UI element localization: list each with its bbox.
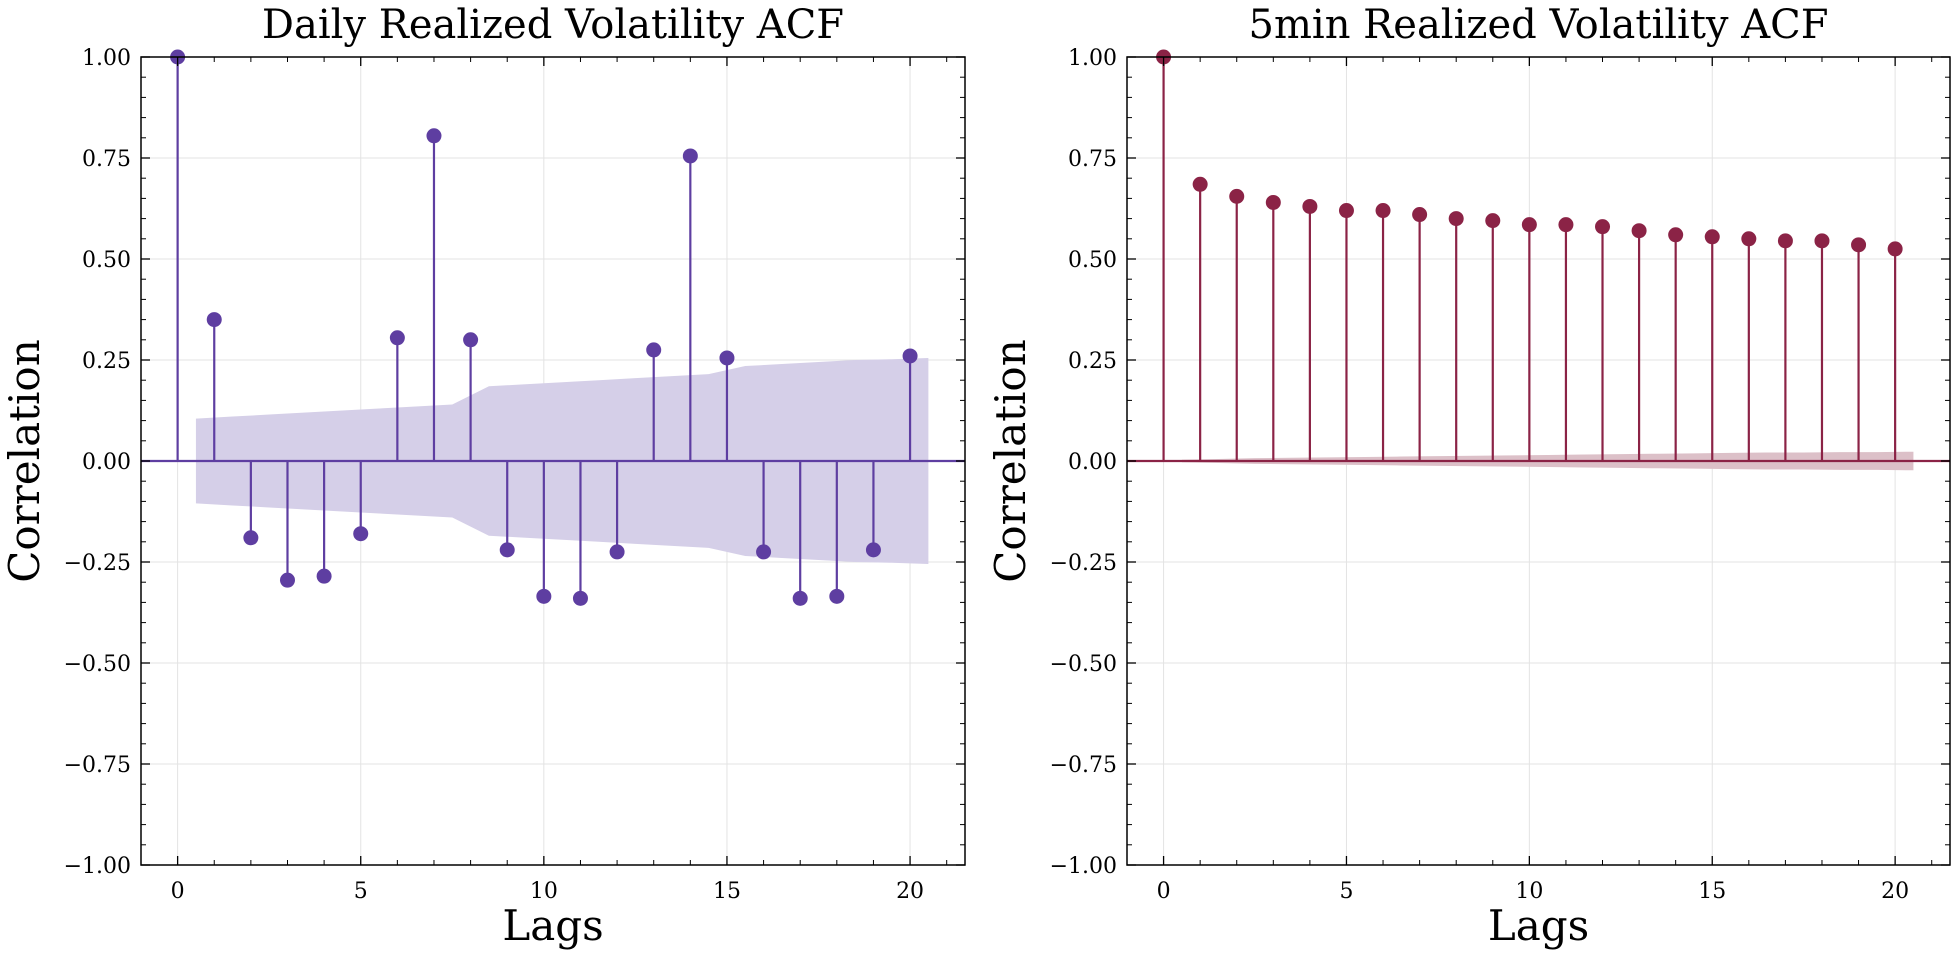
stem-marker xyxy=(206,312,222,328)
y-tick-label: −0.25 xyxy=(1050,551,1117,576)
stem-marker xyxy=(279,572,295,588)
plot-area xyxy=(141,57,965,865)
stem-marker xyxy=(682,148,698,164)
y-tick-label: −0.75 xyxy=(64,753,131,778)
stem-marker xyxy=(426,128,442,144)
plot-area xyxy=(1127,57,1950,865)
stem-marker xyxy=(243,530,259,546)
stem-marker xyxy=(463,332,479,348)
stem-marker xyxy=(1558,217,1574,233)
x-tick-label: 10 xyxy=(1515,879,1543,904)
stem-marker xyxy=(353,526,369,542)
x-tick-label: 15 xyxy=(713,879,741,904)
stem-marker xyxy=(316,568,332,584)
x-tick-label: 15 xyxy=(1698,879,1726,904)
stem-marker xyxy=(389,330,405,346)
y-tick-label: 0.50 xyxy=(1068,248,1117,273)
y-tick-label: 0.75 xyxy=(1068,147,1117,172)
y-tick-label: 0.25 xyxy=(82,349,131,374)
y-tick-label: 0.00 xyxy=(82,450,131,475)
stem-marker xyxy=(1229,188,1245,204)
x-tick-label: 5 xyxy=(354,879,368,904)
y-tick-label: 0.50 xyxy=(82,248,131,273)
stem-marker xyxy=(1448,211,1464,227)
stem-marker xyxy=(1777,233,1793,249)
x-axis-label: Lags xyxy=(502,901,603,950)
x-tick-label: 20 xyxy=(896,879,924,904)
stem-marker xyxy=(902,348,918,364)
stem-marker xyxy=(499,542,515,558)
stem-marker xyxy=(1302,198,1318,214)
stem-marker xyxy=(646,342,662,358)
x-axis-label: Lags xyxy=(1488,901,1589,950)
stem-marker xyxy=(1887,241,1903,257)
stem-marker xyxy=(1192,176,1208,192)
stem-marker xyxy=(1814,233,1830,249)
stem-marker xyxy=(1631,223,1647,239)
y-tick-label: 0.75 xyxy=(82,147,131,172)
y-tick-label: 1.00 xyxy=(1068,46,1117,71)
stem-marker xyxy=(1668,227,1684,243)
stem-marker xyxy=(719,350,735,366)
chart-panel-daily: Daily Realized Volatility ACF Lags Corre… xyxy=(0,2,966,950)
x-tick-label: 0 xyxy=(1157,879,1171,904)
x-tick-label: 10 xyxy=(530,879,558,904)
stem-marker xyxy=(536,588,552,604)
chart-panel-5min: 5min Realized Volatility ACF Lags Correl… xyxy=(986,2,1951,950)
y-tick-label: −0.50 xyxy=(1050,652,1117,677)
y-tick-label: −0.50 xyxy=(64,652,131,677)
stem-marker xyxy=(609,544,625,560)
stem-marker xyxy=(1265,194,1281,210)
x-tick-label: 5 xyxy=(1339,879,1353,904)
stem-marker xyxy=(1851,237,1867,253)
stem-marker xyxy=(865,542,881,558)
x-tick-label: 0 xyxy=(171,879,185,904)
stem-marker xyxy=(1375,203,1391,219)
y-tick-label: 1.00 xyxy=(82,46,131,71)
y-tick-label: −1.00 xyxy=(64,854,131,879)
stem-marker xyxy=(1741,231,1757,247)
chart-title: 5min Realized Volatility ACF xyxy=(1249,2,1829,48)
stem-marker xyxy=(1485,213,1501,229)
stem-marker xyxy=(756,544,772,560)
stem-marker xyxy=(572,590,588,606)
y-axis-label: Correlation xyxy=(986,339,1035,583)
y-tick-label: −1.00 xyxy=(1050,854,1117,879)
y-tick-label: 0.25 xyxy=(1068,349,1117,374)
y-tick-label: 0.00 xyxy=(1068,450,1117,475)
stem-marker xyxy=(1412,207,1428,223)
stem-marker xyxy=(829,588,845,604)
x-tick-label: 20 xyxy=(1881,879,1909,904)
stem-marker xyxy=(1338,203,1354,219)
y-tick-label: −0.25 xyxy=(64,551,131,576)
stem-marker xyxy=(792,590,808,606)
chart-title: Daily Realized Volatility ACF xyxy=(262,2,844,48)
y-axis-label: Correlation xyxy=(0,339,49,583)
stem-marker xyxy=(1595,219,1611,235)
y-tick-label: −0.75 xyxy=(1050,753,1117,778)
stem-marker xyxy=(1521,217,1537,233)
stem-marker xyxy=(1704,229,1720,245)
